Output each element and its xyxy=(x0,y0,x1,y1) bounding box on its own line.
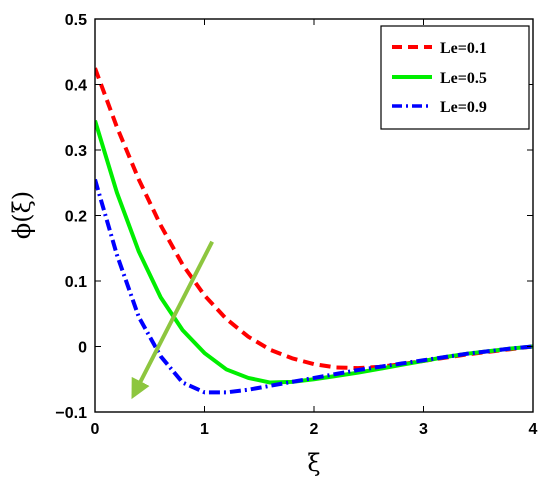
x-tick-label: 2 xyxy=(310,421,319,438)
y-tick-label: 0.4 xyxy=(65,78,87,95)
y-axis-label: ϕ(ξ) xyxy=(8,191,36,239)
series-line-le-0-9 xyxy=(95,178,533,395)
y-tick-label: 0 xyxy=(78,340,87,357)
annotation-layer xyxy=(131,240,214,400)
y-tick-label: −0.1 xyxy=(55,405,87,422)
x-tick-label: 0 xyxy=(91,421,100,438)
y-tick-label: 0.2 xyxy=(65,209,87,226)
trend-arrow xyxy=(131,240,214,400)
y-tick-label: 0.1 xyxy=(65,274,87,291)
legend-label-le-0-9: Le=0.9 xyxy=(440,99,487,116)
series-layer xyxy=(95,67,533,395)
y-tick-label: 0.3 xyxy=(65,143,87,160)
x-tick-label: 1 xyxy=(200,421,209,438)
legend-label-le-0-5: Le=0.5 xyxy=(440,70,487,87)
x-tick-label: 4 xyxy=(529,421,538,438)
y-tick-label: 0.5 xyxy=(65,12,87,29)
x-tick-label: 3 xyxy=(419,421,428,438)
legend: Le=0.1 Le=0.5 Le=0.9 xyxy=(380,25,530,130)
ticks-layer: 0 1 2 3 4−0.100.10.20.30.40.5 xyxy=(55,12,537,438)
legend-label-le-0-1: Le=0.1 xyxy=(440,40,487,57)
x-axis-label: ξ xyxy=(307,449,320,477)
